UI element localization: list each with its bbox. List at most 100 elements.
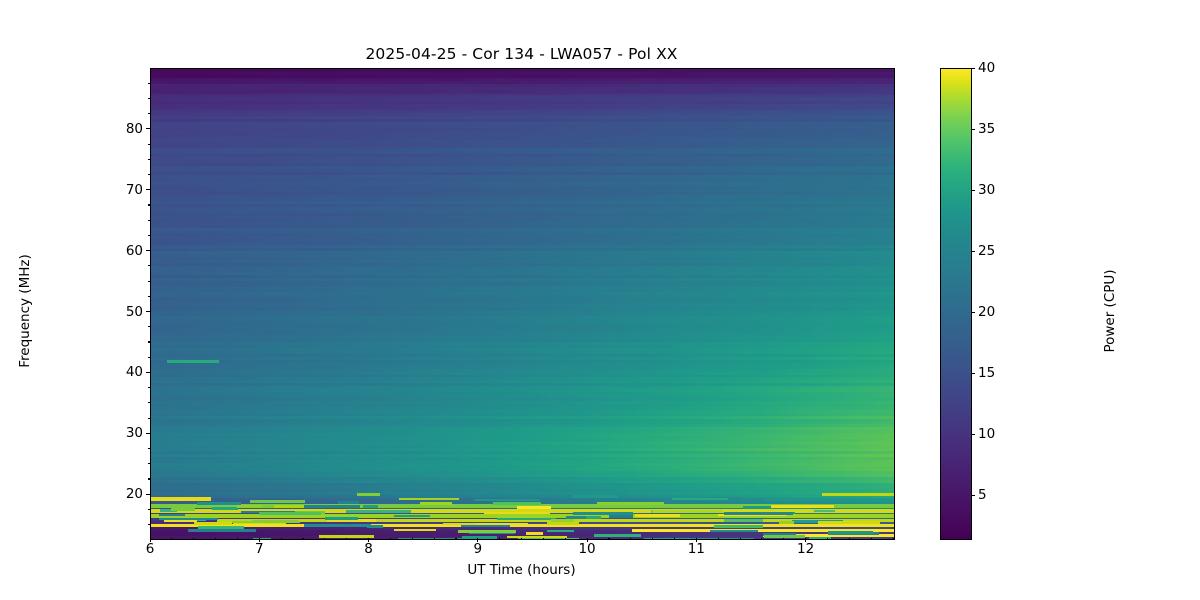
y-tick-minor [147, 356, 150, 358]
heatmap-row [151, 277, 894, 281]
rfi-segment [817, 520, 880, 524]
heatmap-row [151, 248, 894, 252]
rfi-segment [304, 524, 371, 527]
y-tick-minor [147, 234, 150, 237]
heatmap-row [151, 400, 894, 405]
heatmap-row [151, 445, 894, 449]
colorbar [940, 68, 972, 540]
heatmap-row [151, 480, 894, 484]
heatmap-row [151, 286, 894, 290]
heatmap-row [151, 195, 894, 199]
y-tick-minor [147, 174, 150, 176]
rfi-streak [151, 504, 894, 508]
colorbar-tick-label: 35 [978, 121, 996, 138]
heatmap-row [151, 124, 894, 129]
heatmap-row [151, 492, 894, 496]
heatmap-row [151, 433, 894, 437]
heatmap-row [151, 336, 894, 340]
heatmap-row [151, 89, 894, 93]
x-tick-minor [411, 538, 413, 541]
y-tick-minor [147, 387, 150, 389]
rfi-segment [363, 505, 378, 508]
heatmap-row [151, 242, 894, 246]
x-tick-minor [389, 538, 391, 541]
rfi-segment [483, 511, 550, 515]
y-tick-minor [147, 448, 150, 450]
colorbar-tick [971, 433, 975, 435]
rfi-segment [236, 505, 262, 509]
x-tick-label: 7 [254, 541, 264, 557]
colorbar-tick-label: 40 [978, 60, 996, 76]
x-tick-minor [193, 538, 195, 541]
rfi-segment [212, 507, 239, 510]
chart-title: 2025-04-25 - Cor 134 - LWA057 - Pol XX [365, 45, 678, 63]
heatmap-row [151, 151, 894, 155]
rfi-segment [526, 532, 544, 536]
heatmap-row [151, 371, 894, 375]
rfi-segment [643, 538, 710, 539]
heatmap-row [151, 459, 894, 463]
x-tick-major [586, 538, 588, 542]
rfi-segment [828, 531, 873, 534]
y-tick-minor [147, 524, 150, 526]
heatmap-row [151, 327, 894, 331]
heatmap-row [151, 389, 894, 393]
heatmap-row [151, 163, 894, 167]
rfi-segment [458, 530, 516, 534]
x-tick-minor [608, 538, 610, 541]
rfi-segment [762, 498, 822, 502]
heatmap-row [151, 368, 894, 372]
heatmap-row [151, 298, 894, 302]
y-tick-label: 20 [125, 486, 143, 503]
heatmap-row [151, 359, 894, 364]
heatmap-row [151, 180, 894, 184]
rfi-segment [253, 537, 272, 539]
heatmap-row [151, 386, 894, 390]
rfi-segment [791, 519, 844, 523]
heatmap-row [151, 171, 894, 176]
rfi-segment [634, 514, 681, 517]
heatmap-row [151, 207, 894, 211]
x-tick-major [368, 538, 370, 542]
heatmap-row [151, 127, 894, 132]
heatmap-row [151, 465, 894, 469]
x-tick-minor [564, 538, 566, 541]
rfi-segment [461, 524, 511, 528]
heatmap-row [151, 280, 894, 284]
x-tick-major [695, 538, 697, 542]
heatmap-row [151, 74, 894, 79]
heatmap-row [151, 118, 894, 123]
x-tick-major [258, 538, 260, 542]
heatmap-row [151, 447, 894, 452]
rfi-streak [151, 497, 212, 501]
heatmap-row [151, 462, 894, 466]
heatmap-row [151, 295, 894, 299]
heatmap-row [151, 254, 894, 258]
y-tick-minor [147, 417, 150, 419]
heatmap-row [151, 183, 894, 187]
rfi-segment [475, 522, 529, 526]
y-tick-minor [147, 508, 150, 510]
rfi-segment [274, 505, 325, 509]
heatmap-row [151, 289, 894, 293]
heatmap-row [151, 83, 894, 87]
heatmap-row [151, 251, 894, 255]
rfi-segment [594, 533, 641, 537]
rfi-segment [597, 502, 665, 506]
heatmap-row [151, 136, 894, 140]
heatmap-row [151, 474, 894, 478]
rfi-segment [158, 513, 186, 517]
rfi-segment [327, 518, 376, 522]
x-tick-minor [630, 538, 632, 541]
y-tick-minor [147, 463, 150, 465]
heatmap-row [151, 148, 894, 152]
heatmap-row [151, 353, 894, 358]
heatmap-row [151, 301, 894, 305]
colorbar-tick [971, 494, 975, 496]
heatmap-row [151, 450, 894, 455]
heatmap-row [151, 453, 894, 458]
y-tick-minor [147, 265, 150, 267]
heatmap-row [151, 483, 894, 487]
x-tick-minor [739, 538, 741, 541]
heatmap-row [151, 309, 894, 314]
